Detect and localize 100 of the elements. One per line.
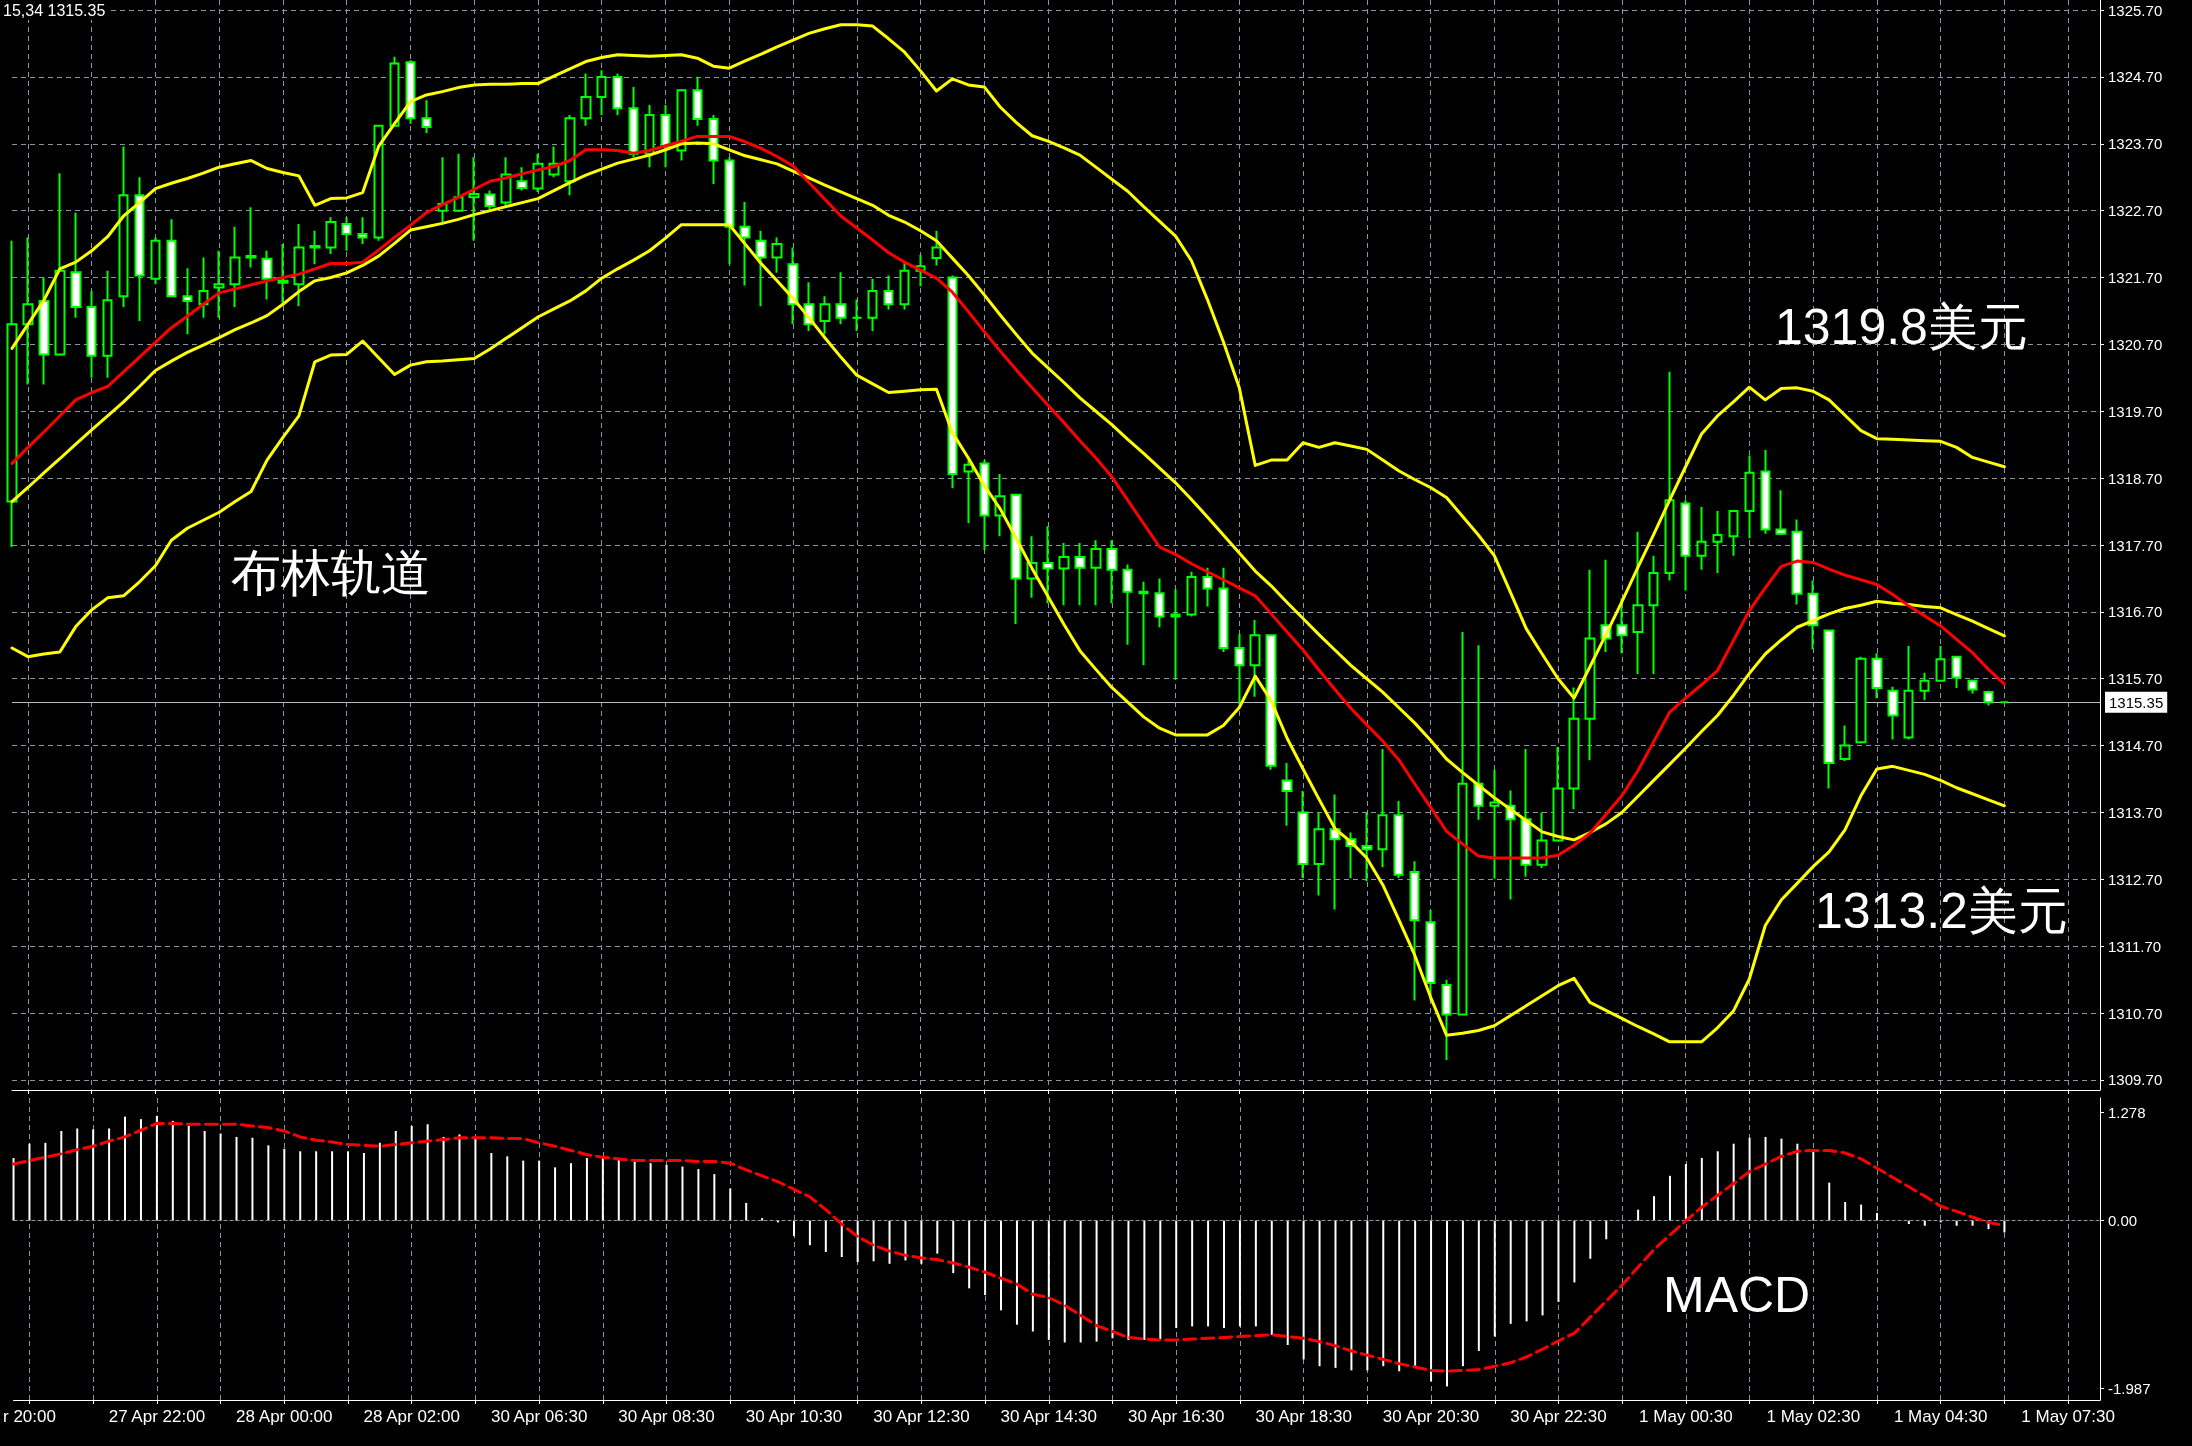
- annotation: 15,34 1315.35: [3, 1, 106, 19]
- candlestick: [213, 249, 225, 319]
- bar: [139, 1119, 142, 1221]
- bar: [219, 1133, 222, 1221]
- bar: [538, 1160, 541, 1221]
- bar: [235, 1136, 238, 1221]
- candlestick: [1855, 655, 1867, 745]
- bar: [1031, 1220, 1034, 1332]
- bar: [554, 1167, 557, 1221]
- candlestick: [1823, 629, 1835, 790]
- candlestick: [1791, 518, 1803, 606]
- y-tick-label: 1311.70: [2108, 937, 2162, 955]
- bar: [569, 1163, 572, 1221]
- x-tick-label: 30 Apr 18:30: [1255, 1407, 1352, 1426]
- bar: [617, 1158, 620, 1221]
- bar: [1000, 1220, 1003, 1311]
- bar: [1191, 1220, 1194, 1327]
- candlestick: [1074, 541, 1086, 607]
- bar: [1414, 1220, 1417, 1368]
- candlestick: [134, 176, 145, 322]
- candlestick: [1568, 686, 1580, 811]
- bar: [1477, 1220, 1480, 1351]
- bar: [1684, 1163, 1687, 1221]
- candlestick: [883, 274, 894, 311]
- bar: [1175, 1220, 1178, 1329]
- bar: [1541, 1220, 1544, 1316]
- x-tick-label: 1 May 07:30: [2021, 1407, 2115, 1426]
- bar: [442, 1136, 445, 1221]
- bar: [1860, 1204, 1863, 1221]
- bar: [1525, 1220, 1528, 1322]
- y-tick-label: 1310.70: [2108, 1004, 2163, 1022]
- bar: [1063, 1220, 1066, 1343]
- y-tick-label: 1315.70: [2108, 670, 2163, 688]
- bar: [1207, 1220, 1210, 1327]
- bar: [1828, 1182, 1831, 1221]
- bar: [1254, 1220, 1257, 1327]
- y-tick-label: 1317.70: [2108, 536, 2163, 554]
- bar: [1111, 1220, 1114, 1339]
- candlestick: [1202, 566, 1213, 608]
- candlestick: [1616, 597, 1628, 655]
- bar: [1238, 1220, 1241, 1327]
- y-tick-label: 1319.70: [2108, 402, 2163, 420]
- bar: [1079, 1220, 1082, 1343]
- y-tick-label: 1323.70: [2108, 135, 2163, 153]
- candlestick: [1887, 685, 1899, 741]
- candlestick: [1632, 530, 1644, 676]
- candlestick: [1696, 505, 1707, 571]
- bar: [315, 1151, 318, 1221]
- candlestick: [1903, 644, 1914, 741]
- candlestick: [1871, 652, 1883, 700]
- bar: [1509, 1220, 1512, 1324]
- bar: [1653, 1196, 1656, 1221]
- bar: [171, 1120, 174, 1221]
- candlestick: [1249, 618, 1261, 698]
- bar: [952, 1220, 955, 1274]
- candlestick: [739, 200, 751, 287]
- bar: [1844, 1202, 1847, 1221]
- bar: [1430, 1220, 1433, 1382]
- bar: [124, 1116, 127, 1221]
- candlestick: [1090, 539, 1102, 607]
- bar: [1668, 1175, 1671, 1221]
- candlestick: [1935, 644, 1946, 682]
- candlestick: [1170, 588, 1181, 681]
- bar: [490, 1152, 493, 1221]
- candlestick: [1042, 525, 1054, 605]
- candlestick: [1457, 630, 1468, 1016]
- candlestick: [1058, 541, 1070, 607]
- candlestick: [787, 246, 799, 326]
- bar: [155, 1115, 158, 1221]
- candlestick: [1010, 493, 1022, 625]
- bar: [1270, 1220, 1273, 1335]
- bar: [1748, 1137, 1751, 1221]
- y-tick-label: 1312.70: [2108, 870, 2163, 888]
- y-tick-label: 1325.70: [2108, 1, 2163, 19]
- bar: [968, 1220, 971, 1289]
- candlestick: [1234, 632, 1245, 706]
- y-tick-label: 1320.70: [2108, 335, 2163, 353]
- candlestick: [596, 69, 607, 117]
- bar: [1716, 1151, 1719, 1221]
- bar: [394, 1130, 397, 1221]
- bar: [1318, 1220, 1321, 1367]
- bar: [1812, 1151, 1815, 1221]
- bar: [76, 1128, 79, 1221]
- candlestick: [755, 229, 767, 308]
- candlestick: [166, 218, 177, 298]
- y-tick-label: 0.00: [2108, 1212, 2138, 1230]
- bar: [410, 1125, 413, 1221]
- candlestick: [1138, 580, 1149, 667]
- candlestick: [676, 89, 687, 162]
- bar: [665, 1164, 668, 1221]
- candlestick: [453, 152, 464, 213]
- bar: [506, 1156, 509, 1221]
- bar: [474, 1136, 477, 1221]
- bar: [649, 1163, 652, 1221]
- bar: [856, 1220, 859, 1263]
- candlestick: [1393, 800, 1404, 880]
- bar: [1047, 1220, 1050, 1340]
- x-tick-label: 1 May 00:30: [1639, 1407, 1733, 1426]
- y-tick-label: 1321.70: [2108, 269, 2163, 287]
- bar: [1302, 1220, 1305, 1360]
